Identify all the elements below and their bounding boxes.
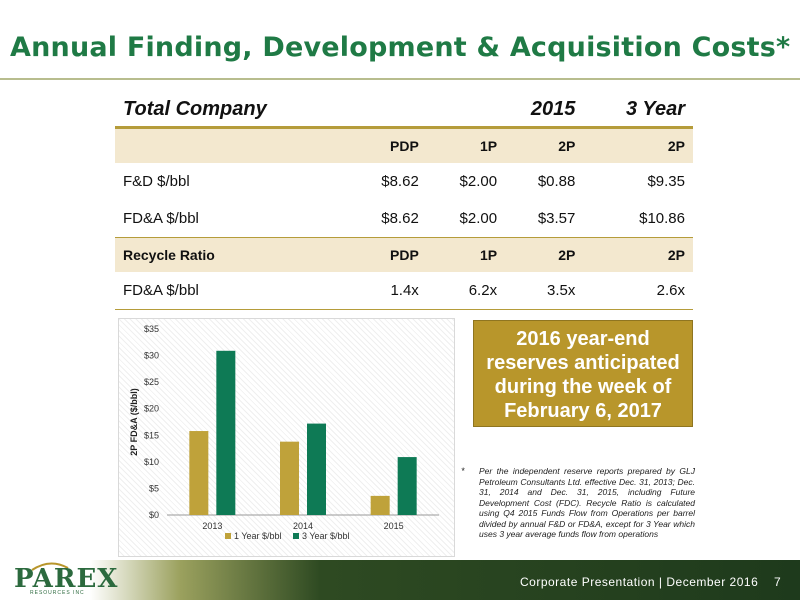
cell-value: 2.6x xyxy=(583,272,693,310)
table-header-label: Total Company xyxy=(115,92,349,129)
cell-value: 6.2x xyxy=(426,272,506,310)
page-number: 7 xyxy=(774,575,781,589)
callout-line: February 6, 2017 xyxy=(504,400,662,422)
bar-2013-1yr xyxy=(189,431,209,515)
subheader-1p: 1P xyxy=(426,127,506,163)
y-tick-label: $5 xyxy=(149,483,159,493)
cell-value: $8.62 xyxy=(381,173,419,190)
subheader-1p: 1P xyxy=(426,237,506,272)
legend-swatch xyxy=(225,533,231,539)
cell-value: $10.86 xyxy=(639,210,685,227)
subheader-pdp: PDP xyxy=(348,127,427,163)
table-subheader-row: PDP 1P 2P 2P xyxy=(115,127,693,163)
callout-line: during the week of xyxy=(494,376,672,398)
company-logo: PAREX xyxy=(14,564,119,594)
y-tick-label: $20 xyxy=(144,404,159,414)
x-tick-label: 2013 xyxy=(202,521,222,531)
logo-swoosh-icon xyxy=(31,562,69,571)
row-label: F&D $/bbl xyxy=(123,173,190,190)
y-tick-label: $10 xyxy=(144,457,159,467)
cell-value: $2.00 xyxy=(459,173,498,190)
bar-2014-3yr xyxy=(307,423,326,515)
x-tick-label: 2014 xyxy=(293,521,313,531)
subheader-2p: 2P xyxy=(505,237,584,272)
row-label: FD&A $/bbl xyxy=(115,272,349,310)
y-tick-label: $30 xyxy=(144,351,159,361)
legend-swatch xyxy=(293,533,299,539)
table-header-3year: 3 Year xyxy=(583,92,693,129)
cell-value: 1.4x xyxy=(348,272,427,310)
x-tick-label: 2015 xyxy=(384,521,404,531)
subheader-pdp: PDP xyxy=(348,237,427,272)
y-tick-label: $0 xyxy=(149,510,159,520)
fda-chart: $0 $5 $10 $15 $20 $25 $30 $35 2P FD&A ($/bbl) 201… xyxy=(118,318,455,557)
table-row: F&D $/bbl $8.62 $2.00 $0.88 $9.35 xyxy=(115,163,693,200)
cell-value: $3.57 xyxy=(537,210,576,227)
bar-2014-1yr xyxy=(280,441,299,515)
title-divider xyxy=(0,78,800,80)
table-subheader-row: Recycle Ratio PDP 1P 2P 2P xyxy=(115,237,693,272)
legend-label: 1 Year $/bbl xyxy=(234,531,282,541)
footer-bar xyxy=(0,560,800,600)
cell-value: 3.5x xyxy=(505,272,584,310)
footer-caption: Corporate Presentation | December 2016 xyxy=(520,575,759,589)
subheader-label xyxy=(115,127,349,163)
bar-2015-1yr xyxy=(370,495,390,515)
cell-value: $2.00 xyxy=(459,210,498,227)
subheader-2p: 2P xyxy=(505,127,584,163)
subheader-3yr-2p: 2P xyxy=(583,237,693,272)
page-title: Annual Finding, Development & Acquisitio… xyxy=(10,32,791,63)
subheader-3yr-2p: 2P xyxy=(583,127,693,163)
subheader-label: Recycle Ratio xyxy=(115,237,349,272)
bar-2013-3yr xyxy=(216,350,236,515)
reserves-callout: 2016 year-end reserves anticipated durin… xyxy=(473,320,693,427)
callout-line: reserves anticipated xyxy=(486,352,680,374)
y-tick-label: $25 xyxy=(144,377,159,387)
row-label: FD&A $/bbl xyxy=(123,210,199,227)
callout-line: 2016 year-end xyxy=(516,328,650,350)
table-header-row: Total Company 2015 3 Year xyxy=(115,92,693,129)
table-row: FD&A $/bbl 1.4x 6.2x 3.5x 2.6x xyxy=(115,272,693,310)
y-tick-label: $35 xyxy=(144,324,159,334)
cell-value: $0.88 xyxy=(537,173,576,190)
company-logo-subtitle: RESOURCES INC xyxy=(30,590,85,596)
fda-bar-chart: $0 $5 $10 $15 $20 $25 $30 $35 2P FD&A ($/bbl) 201… xyxy=(129,324,439,541)
bar-2015-3yr xyxy=(397,457,417,515)
costs-table: Total Company 2015 3 Year PDP 1P 2P 2P F… xyxy=(115,92,693,310)
footnote-marker: * xyxy=(461,466,465,476)
table-header-2015: 2015 xyxy=(348,92,584,129)
y-tick-label: $15 xyxy=(144,430,159,440)
cell-value: $8.62 xyxy=(381,210,419,227)
footnote-text: Per the independent reserve reports prep… xyxy=(479,466,695,539)
table-row: FD&A $/bbl $8.62 $2.00 $3.57 $10.86 xyxy=(115,200,693,238)
cell-value: $9.35 xyxy=(647,173,685,190)
legend-label: 3 Year $/bbl xyxy=(302,531,350,541)
y-axis-label: 2P FD&A ($/bbl) xyxy=(129,388,139,456)
